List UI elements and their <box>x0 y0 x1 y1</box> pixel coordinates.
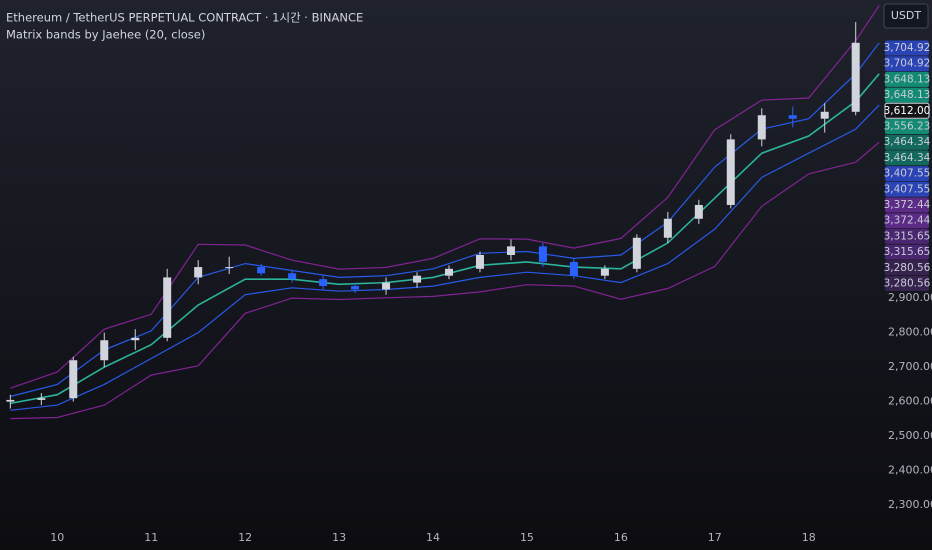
y-tick-label: 2,400.00 <box>888 464 932 477</box>
price-tag <box>885 276 929 291</box>
candle-body <box>131 337 140 341</box>
y-tick-label: 2,800.00 <box>888 326 932 339</box>
candle-body <box>194 267 203 278</box>
candle-body <box>319 279 328 287</box>
price-tag-label: 3,280.56 <box>884 278 931 290</box>
candle-body <box>225 267 234 269</box>
candle-body <box>444 268 453 276</box>
x-tick-label: 16 <box>614 531 628 544</box>
band-line <box>10 5 880 389</box>
band-line <box>10 73 880 405</box>
candle-body <box>37 398 46 400</box>
indicator-label: Matrix bands by Jaehee (20, close) <box>6 28 205 42</box>
price-tag <box>885 197 929 213</box>
x-tick-label: 18 <box>802 531 816 544</box>
price-tag-label: 3,407.55 <box>884 168 931 180</box>
price-tag-label: 3,704.92 <box>884 42 931 54</box>
price-tag <box>885 87 929 103</box>
candle-body <box>788 115 797 119</box>
y-tick-label: 2,600.00 <box>888 395 932 408</box>
x-tick-label: 15 <box>520 531 534 544</box>
currency-button-label[interactable]: USDT <box>891 9 922 22</box>
price-tag <box>885 244 929 260</box>
candle-body <box>506 246 515 255</box>
price-tag <box>885 181 929 197</box>
price-tag-label: 3,372.44 <box>884 215 931 227</box>
candle-body <box>100 340 109 361</box>
candle-body <box>851 42 860 112</box>
candle-body <box>163 277 172 338</box>
candle-body <box>413 275 422 283</box>
symbol-title: Ethereum / TetherUS PERPETUAL CONTRACT ·… <box>6 11 363 25</box>
x-tick-label: 17 <box>708 531 722 544</box>
y-tick-label: 2,900.00 <box>888 291 932 304</box>
candle-body <box>69 360 78 399</box>
x-tick-label: 10 <box>50 531 64 544</box>
candle-body <box>475 254 484 269</box>
y-tick-label: 2,500.00 <box>888 429 932 442</box>
x-tick-label: 14 <box>426 531 440 544</box>
price-tag <box>885 213 929 229</box>
band-line <box>10 141 880 420</box>
price-tag-label: 3,280.56 <box>884 262 931 274</box>
price-tag-label: 3,556.23 <box>884 121 931 133</box>
band-line <box>10 104 880 411</box>
y-tick-label: 2,700.00 <box>888 360 932 373</box>
price-tag-label: 3,612.00 <box>884 105 931 117</box>
candle-body <box>6 399 15 402</box>
band-line <box>10 42 880 398</box>
price-tag <box>885 119 929 134</box>
price-tag-label: 3,648.13 <box>884 73 931 85</box>
price-tag <box>885 71 929 87</box>
candle-body <box>632 237 641 269</box>
currency-button[interactable] <box>883 3 929 29</box>
candle-body <box>382 282 391 290</box>
candle-body <box>726 139 735 205</box>
candle-body <box>569 261 578 276</box>
x-tick-label: 12 <box>238 531 252 544</box>
price-tag <box>885 56 929 72</box>
price-tag <box>884 102 930 119</box>
candle-body <box>757 115 766 140</box>
price-tag-label: 3,648.13 <box>884 89 931 101</box>
price-tag <box>885 166 929 182</box>
y-tick-label: 2,300.00 <box>888 498 932 511</box>
price-tag <box>885 40 929 56</box>
candle-body <box>694 204 703 219</box>
x-tick-label: 13 <box>332 531 346 544</box>
price-tag-label: 3,372.44 <box>884 199 931 211</box>
price-tag-label: 3,315.65 <box>884 230 931 242</box>
price-tag <box>885 150 929 166</box>
price-tag <box>885 134 929 150</box>
candle-body <box>820 111 829 119</box>
price-tag-label: 3,315.65 <box>884 246 931 258</box>
price-tag-label: 3,464.34 <box>884 152 931 164</box>
price-tag-label: 3,704.92 <box>884 58 931 70</box>
candle-body <box>257 267 266 274</box>
price-tag <box>885 260 929 276</box>
candle-body <box>600 268 609 276</box>
price-tag-label: 3,407.55 <box>884 183 931 195</box>
candle-body <box>288 273 297 280</box>
price-tag <box>885 228 929 244</box>
candle-body <box>538 246 547 262</box>
plot-area <box>6 5 880 420</box>
price-tag-label: 3,464.34 <box>884 136 931 148</box>
x-tick-label: 11 <box>144 531 158 544</box>
candle-body <box>351 286 360 290</box>
candle-body <box>663 218 672 238</box>
